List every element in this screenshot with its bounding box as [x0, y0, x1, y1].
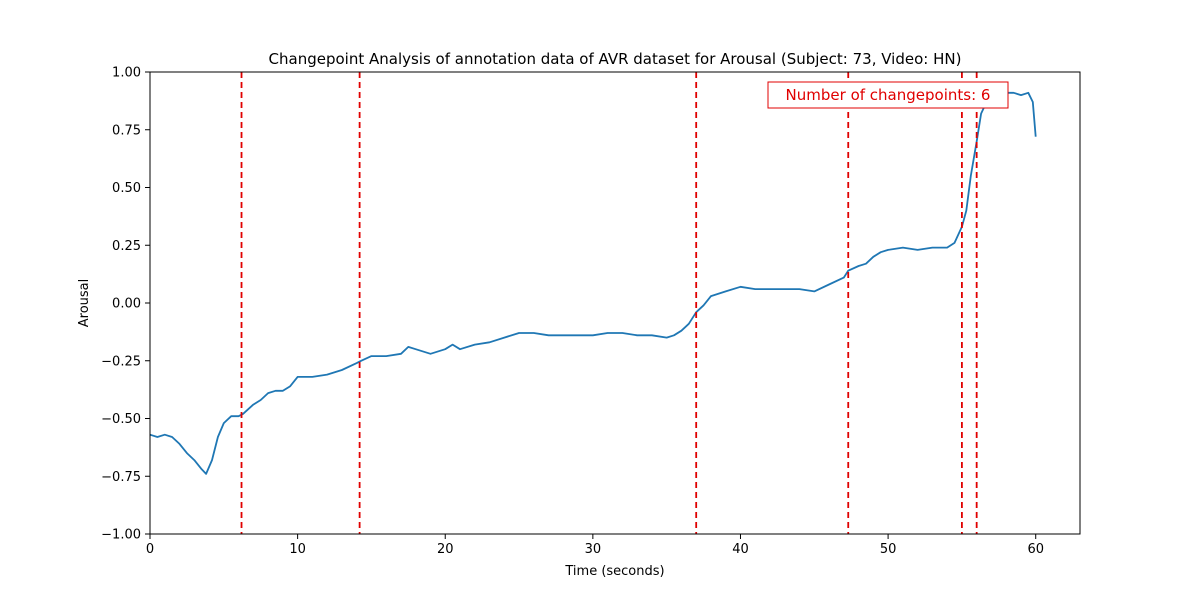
y-tick-label: 0.50 — [112, 181, 141, 196]
y-tick-label: 0.75 — [112, 123, 141, 138]
y-tick-label: 0.25 — [112, 239, 141, 254]
x-tick-label: 30 — [585, 542, 602, 557]
chart-title: Changepoint Analysis of annotation data … — [269, 50, 962, 68]
y-tick-label: −1.00 — [101, 528, 141, 543]
y-tick-label: −0.25 — [101, 354, 141, 369]
y-axis-label: Arousal — [77, 279, 92, 328]
x-tick-label: 0 — [146, 542, 154, 557]
x-tick-label: 10 — [289, 542, 306, 557]
y-tick-label: −0.50 — [101, 412, 141, 427]
y-tick-label: −0.75 — [101, 470, 141, 485]
annotation-text: Number of changepoints: 6 — [786, 86, 991, 104]
x-tick-label: 50 — [880, 542, 897, 557]
plot-layer — [149, 72, 1037, 534]
x-tick-label: 20 — [437, 542, 454, 557]
annotation-box — [767, 81, 1009, 109]
y-tick-label: 1.00 — [112, 66, 141, 81]
x-axis-label: Time (seconds) — [564, 564, 664, 579]
x-tick-label: 60 — [1027, 542, 1044, 557]
changepoint-count-annotation: Number of changepoints: 6 — [767, 81, 1009, 109]
x-tick-label: 40 — [732, 542, 749, 557]
series-line-0 — [149, 91, 1037, 475]
y-tick-label: 0.00 — [112, 297, 141, 312]
